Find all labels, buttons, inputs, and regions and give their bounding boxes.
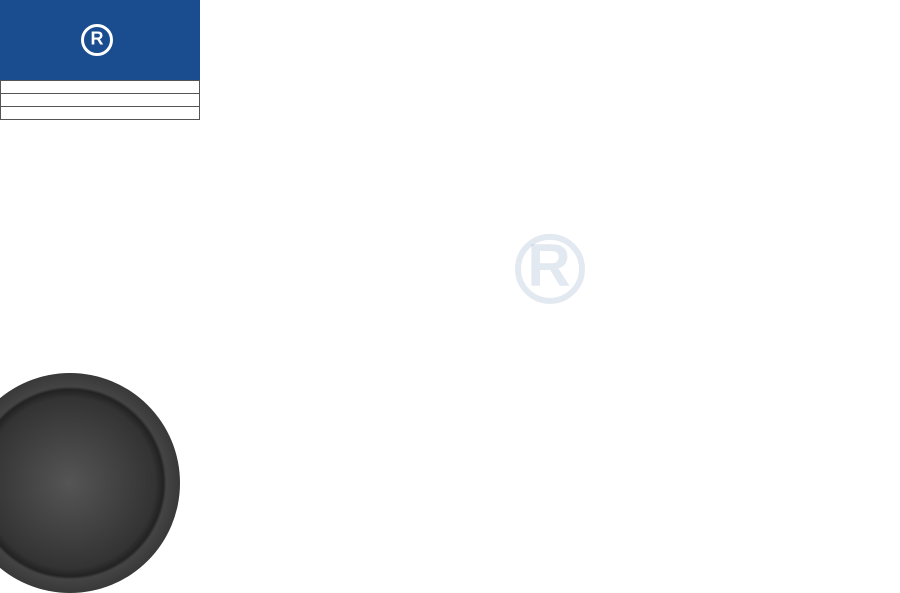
disc-photo bbox=[0, 393, 160, 553]
product-series bbox=[1, 81, 200, 94]
spec-table bbox=[0, 80, 200, 120]
part-number bbox=[1, 94, 200, 107]
brand-logo bbox=[0, 0, 200, 80]
technical-drawing bbox=[220, 10, 890, 523]
brand-logo-r-icon bbox=[81, 24, 113, 56]
product-notes bbox=[1, 107, 200, 120]
